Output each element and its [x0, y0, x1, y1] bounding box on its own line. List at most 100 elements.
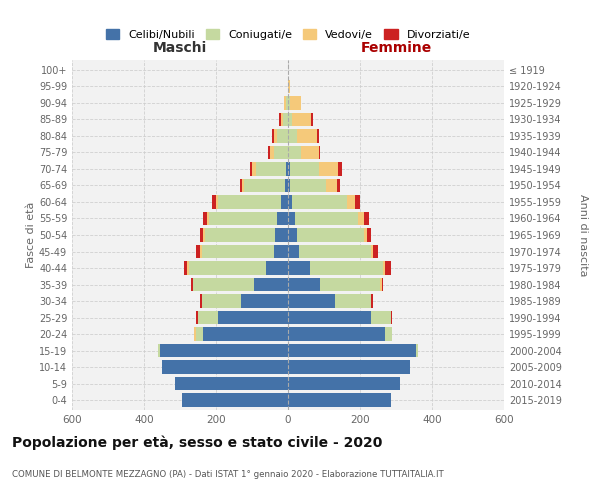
Bar	[288, 212, 295, 225]
Bar	[288, 113, 292, 126]
Text: Maschi: Maschi	[153, 41, 207, 55]
Bar	[274, 245, 288, 258]
Bar	[371, 294, 373, 308]
Bar	[203, 212, 207, 225]
Bar	[275, 228, 288, 241]
Bar	[371, 245, 373, 258]
Y-axis label: Anni di nascita: Anni di nascita	[578, 194, 589, 276]
Bar	[200, 245, 202, 258]
Bar	[162, 360, 288, 374]
Bar	[203, 328, 288, 340]
Bar	[274, 130, 277, 142]
Bar	[288, 146, 301, 159]
Bar	[277, 212, 288, 225]
Bar	[319, 162, 338, 175]
Bar	[391, 311, 392, 324]
Bar	[416, 344, 418, 357]
Bar	[250, 162, 252, 175]
Bar	[242, 179, 244, 192]
Bar	[355, 196, 360, 208]
Bar	[272, 130, 274, 142]
Bar	[338, 162, 342, 175]
Bar	[288, 394, 391, 406]
Bar	[299, 245, 371, 258]
Bar	[385, 328, 392, 340]
Bar	[160, 344, 288, 357]
Bar	[254, 278, 288, 291]
Bar	[311, 113, 313, 126]
Bar	[202, 245, 274, 258]
Bar	[358, 212, 364, 225]
Bar	[288, 96, 290, 110]
Bar	[218, 196, 281, 208]
Bar	[297, 130, 317, 142]
Bar	[320, 278, 380, 291]
Bar	[200, 228, 203, 241]
Bar	[288, 311, 371, 324]
Bar	[382, 278, 383, 291]
Bar	[196, 328, 203, 340]
Bar	[288, 294, 335, 308]
Bar	[288, 360, 410, 374]
Bar	[268, 146, 270, 159]
Bar	[200, 294, 202, 308]
Bar	[288, 377, 400, 390]
Bar	[281, 196, 288, 208]
Text: Popolazione per età, sesso e stato civile - 2020: Popolazione per età, sesso e stato civil…	[12, 435, 382, 450]
Bar	[193, 278, 254, 291]
Bar	[380, 278, 382, 291]
Bar	[196, 311, 198, 324]
Bar	[189, 262, 266, 274]
Bar	[288, 328, 385, 340]
Bar	[288, 179, 290, 192]
Bar	[270, 146, 274, 159]
Bar	[284, 96, 286, 110]
Bar	[252, 162, 256, 175]
Bar	[364, 212, 369, 225]
Bar	[286, 96, 288, 110]
Bar	[288, 162, 290, 175]
Bar	[216, 196, 218, 208]
Bar	[198, 311, 218, 324]
Bar	[288, 228, 297, 241]
Bar	[288, 344, 416, 357]
Bar	[288, 245, 299, 258]
Text: COMUNE DI BELMONTE MEZZAGNO (PA) - Dati ISTAT 1° gennaio 2020 - Elaborazione TUT: COMUNE DI BELMONTE MEZZAGNO (PA) - Dati …	[12, 470, 444, 479]
Bar	[274, 146, 288, 159]
Bar	[292, 196, 347, 208]
Bar	[288, 80, 290, 93]
Bar	[277, 130, 288, 142]
Bar	[279, 113, 281, 126]
Bar	[285, 179, 288, 192]
Bar	[244, 179, 285, 192]
Bar	[290, 162, 319, 175]
Bar	[283, 113, 288, 126]
Bar	[191, 278, 193, 291]
Bar	[385, 262, 391, 274]
Bar	[187, 262, 189, 274]
Bar	[212, 196, 216, 208]
Bar	[175, 377, 288, 390]
Bar	[218, 311, 288, 324]
Bar	[288, 130, 297, 142]
Bar	[371, 311, 391, 324]
Text: Femmine: Femmine	[361, 41, 431, 55]
Y-axis label: Fasce di età: Fasce di età	[26, 202, 36, 268]
Bar	[281, 113, 283, 126]
Bar	[317, 130, 319, 142]
Bar	[158, 344, 160, 357]
Bar	[364, 228, 367, 241]
Bar	[205, 228, 275, 241]
Bar	[319, 146, 320, 159]
Bar	[292, 113, 311, 126]
Bar	[367, 228, 371, 241]
Bar	[184, 262, 187, 274]
Bar	[383, 262, 385, 274]
Bar	[286, 162, 288, 175]
Bar	[288, 196, 292, 208]
Bar	[266, 262, 288, 274]
Bar	[290, 96, 301, 110]
Bar	[196, 245, 200, 258]
Bar	[209, 212, 277, 225]
Bar	[295, 212, 358, 225]
